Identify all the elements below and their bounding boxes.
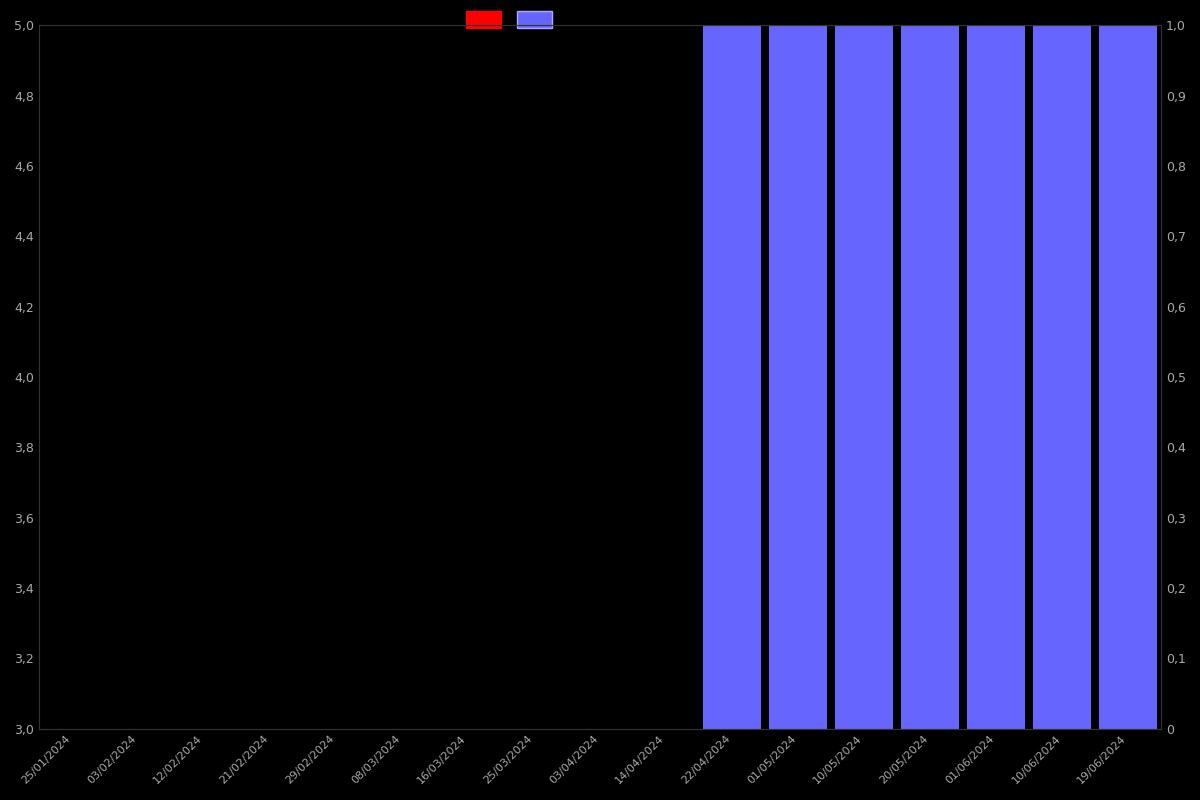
Bar	[769, 26, 827, 729]
Bar	[1033, 26, 1091, 729]
Bar	[1099, 26, 1157, 729]
Legend: , : ,	[466, 11, 554, 28]
Bar	[967, 26, 1025, 729]
Bar	[901, 26, 959, 729]
Bar	[703, 26, 761, 729]
Bar	[835, 26, 893, 729]
